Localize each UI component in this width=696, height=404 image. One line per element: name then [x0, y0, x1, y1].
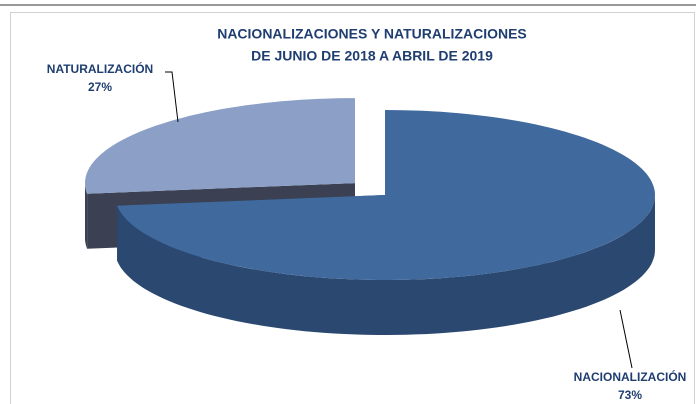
- data-label-category: NATURALIZACIÓN: [47, 61, 153, 76]
- chart-title: NACIONALIZACIONES Y NATURALIZACIONES: [217, 26, 527, 42]
- leader-line: [165, 71, 179, 123]
- slice-side: [117, 195, 656, 335]
- data-label-category: NACIONALIZACIÓN: [574, 369, 687, 384]
- slice-side: [85, 183, 88, 249]
- plot-frame: [10, 12, 695, 404]
- data-label-value: 27%: [88, 80, 112, 94]
- slice: [85, 98, 355, 194]
- chart-subtitle: DE JUNIO DE 2018 A ABRIL DE 2019: [251, 48, 493, 64]
- data-label-value: 73%: [618, 388, 642, 402]
- slice: [117, 110, 656, 280]
- leader-line: [619, 309, 633, 369]
